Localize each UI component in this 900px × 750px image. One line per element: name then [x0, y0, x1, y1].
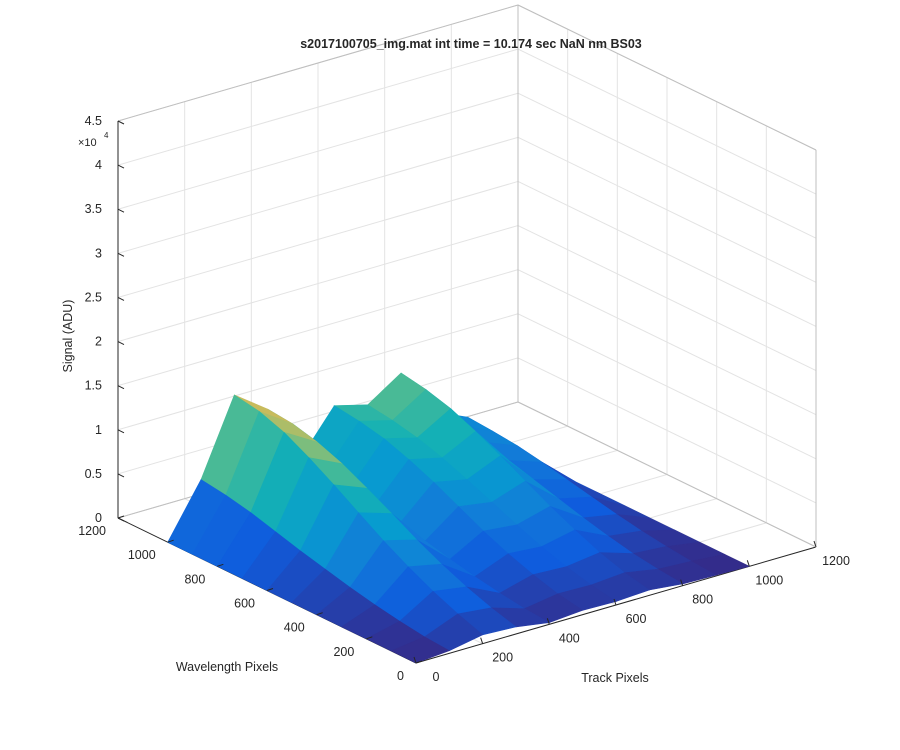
wall-grid-line — [117, 269, 519, 387]
surface-cell — [390, 636, 451, 664]
surface-mesh — [167, 372, 751, 664]
box-edge — [517, 4, 817, 151]
wall-grid-line — [117, 136, 519, 254]
z-exponent-power: 4 — [104, 131, 109, 140]
x-tick-mark — [613, 598, 617, 606]
z-tick-label: 0 — [95, 511, 102, 525]
x-tick-label: 600 — [626, 612, 647, 626]
y-tick-mark — [117, 515, 125, 519]
x-tick-label: 0 — [433, 670, 440, 684]
z-tick-mark — [117, 164, 125, 169]
wall-grid-line — [517, 225, 817, 372]
x-tick-mark — [413, 656, 417, 664]
x-tick-label: 800 — [692, 593, 713, 607]
z-tick-label: 2.5 — [85, 290, 102, 304]
y-tick-label: 200 — [333, 645, 354, 659]
chart-title: s2017100705_img.mat int time = 10.174 se… — [300, 37, 642, 51]
wall-grid-line — [117, 357, 519, 475]
z-tick-mark — [117, 385, 125, 390]
wall-grid-line — [117, 313, 519, 431]
wall-grid-line — [517, 48, 817, 195]
z-tick-label: 1.5 — [85, 379, 102, 393]
z-tick-mark — [117, 252, 125, 257]
x-tick-label: 200 — [492, 651, 513, 665]
y-tick-label: 1000 — [128, 548, 156, 562]
wall-grid-line — [117, 180, 519, 298]
x-tick-mark — [680, 579, 684, 586]
box-edge — [517, 401, 817, 548]
z-tick-mark — [117, 120, 125, 125]
x-axis-label: Track Pixels — [581, 671, 649, 685]
z-tick-mark — [117, 341, 125, 346]
z-tick-mark — [117, 296, 125, 301]
z-tick-mark — [117, 429, 125, 434]
z-tick-label: 4 — [95, 158, 102, 172]
wall-grid-line — [517, 357, 817, 504]
box-edge — [117, 4, 519, 122]
x-tick-mark — [746, 560, 750, 567]
tick-labels: 0200400600800100012000200400600800100012… — [78, 114, 850, 684]
y-tick-mark — [366, 636, 373, 640]
x-tick-label: 400 — [559, 631, 580, 645]
y-tick-mark — [217, 563, 224, 567]
wall-grid-line — [117, 92, 519, 210]
z-tick-label: 0.5 — [85, 467, 102, 481]
z-tick-mark — [117, 473, 125, 478]
y-tick-label: 0 — [397, 669, 404, 683]
x-tick-mark — [813, 540, 817, 548]
z-tick-label: 2 — [95, 335, 102, 349]
z-tick-label: 3.5 — [85, 202, 102, 216]
z-exponent-base: ×10 — [78, 137, 97, 149]
x-tick-label: 1200 — [822, 554, 850, 568]
z-tick-mark — [117, 517, 125, 522]
y-tick-mark — [415, 660, 423, 664]
y-tick-label: 600 — [234, 597, 255, 611]
y-tick-label: 400 — [284, 621, 305, 635]
x-tick-mark — [546, 618, 550, 625]
z-tick-label: 3 — [95, 246, 102, 260]
z-tick-label: 1 — [95, 423, 102, 437]
y-tick-label: 1200 — [78, 524, 106, 538]
wall-grid-line — [517, 136, 817, 283]
y-tick-mark — [167, 539, 174, 543]
y-tick-label: 800 — [184, 572, 205, 586]
y-tick-mark — [316, 612, 323, 616]
z-tick-label: 4.5 — [85, 114, 102, 128]
x-tick-label: 1000 — [755, 573, 783, 587]
wall-grid-line — [117, 48, 519, 166]
wall-grid-line — [517, 269, 817, 416]
x-tick-mark — [480, 637, 484, 644]
wall-grid-line — [117, 225, 519, 343]
y-axis-label: Wavelength Pixels — [176, 660, 278, 674]
wall-grid-line — [517, 92, 817, 239]
z-tick-mark — [117, 208, 125, 213]
z-axis-label: Signal (ADU) — [61, 300, 75, 373]
wall-grid-line — [517, 180, 817, 327]
y-tick-mark — [266, 588, 274, 591]
wall-grid-line — [517, 313, 817, 460]
